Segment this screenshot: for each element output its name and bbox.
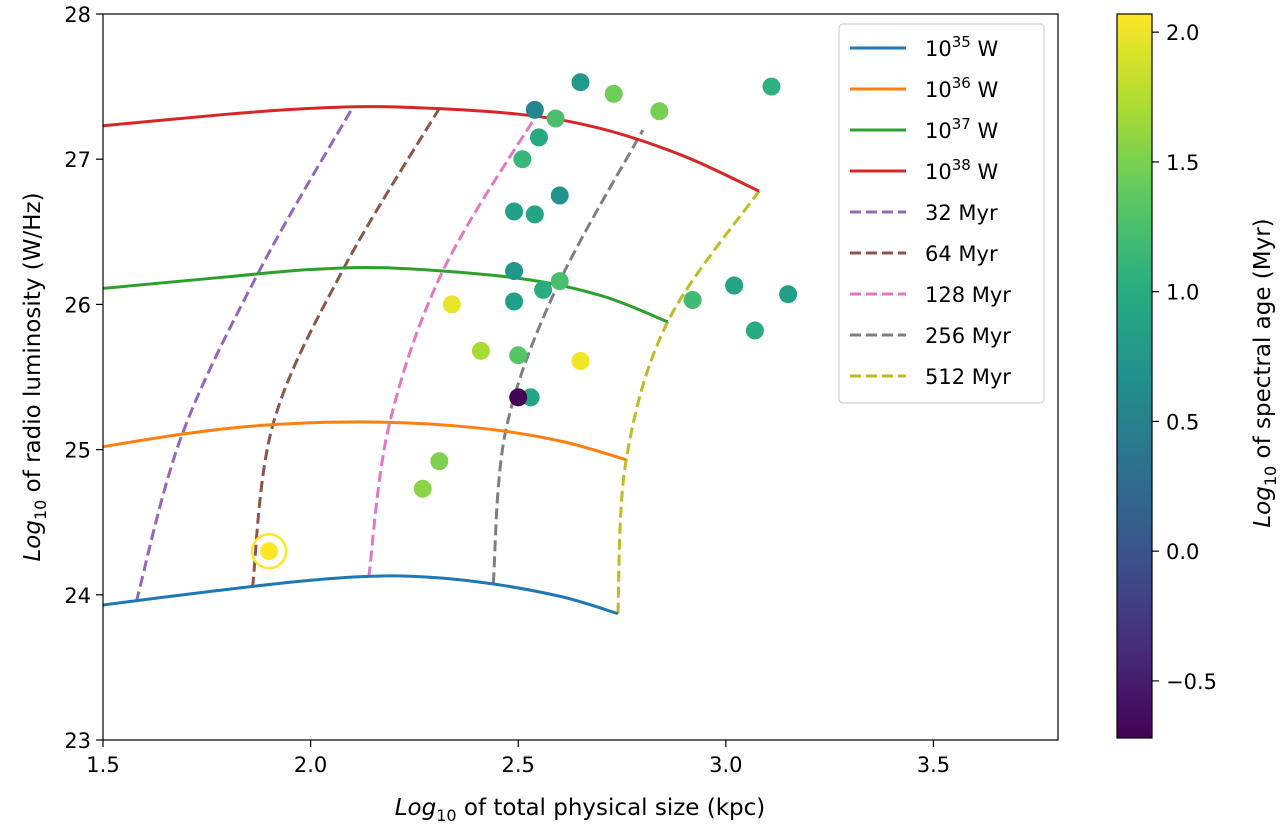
scatter-point	[683, 291, 702, 310]
y-tick-label: 27	[64, 148, 91, 172]
colorbar-tick-label: 1.5	[1166, 151, 1199, 175]
colorbar-tick-label: 0.0	[1166, 540, 1199, 564]
scatter-point	[725, 276, 744, 295]
plot-frame	[102, 13, 1059, 741]
scatter-point	[762, 77, 781, 96]
x-axis-label: Log10 of total physical size (kpc)	[395, 795, 766, 825]
highlight-ring	[250, 532, 288, 570]
power-line	[103, 420, 627, 462]
scatter-point	[534, 280, 553, 299]
scatter-point	[442, 295, 461, 314]
x-tick-label: 1.5	[86, 753, 119, 777]
scatter-point	[430, 452, 449, 471]
scatter-point	[745, 321, 764, 340]
colorbar-tick-label: 0.5	[1166, 410, 1199, 434]
legend: 1035 W 1036 W 1037 W 1038 W 32 Myr 64 Myr 128 …	[838, 23, 1045, 404]
legend-label: 128 Myr	[925, 283, 1011, 307]
scatter-point	[529, 128, 548, 147]
scatter-point	[650, 102, 669, 121]
age-line	[616, 190, 761, 614]
legend-label: 64 Myr	[925, 242, 998, 266]
scatter-point	[471, 341, 490, 360]
scatter-point	[550, 272, 569, 291]
age-line	[250, 107, 441, 588]
y-tick-label: 23	[64, 729, 91, 753]
age-line	[491, 129, 645, 584]
scatter-point	[546, 109, 565, 128]
y-axis-label: Log10 of radio luminosity (W/Hz)	[20, 192, 50, 561]
colorbar-tick-label: 2.0	[1166, 21, 1199, 45]
legend-label: 1036 W	[925, 74, 999, 102]
colorbar-tick-label: 1.0	[1166, 281, 1199, 305]
age-line	[367, 110, 541, 578]
colorbar-tick-label: −0.5	[1166, 670, 1217, 694]
legend-box	[838, 23, 1045, 404]
power-line	[103, 265, 669, 324]
scatter-point	[521, 388, 540, 407]
scatter-point	[604, 84, 623, 103]
scatter-point	[571, 352, 590, 371]
legend-label: 1035 W	[925, 33, 999, 61]
scatter-point	[513, 150, 532, 169]
colorbar-label: Log10 of spectral age (Myr)	[1250, 218, 1280, 527]
colorbar-axis: −0.5 0.0 0.5 1.0 1.5 2.0	[1152, 21, 1217, 694]
scatter-point	[505, 292, 524, 311]
x-axis: 1.5 2.0 2.5 3.0 3.5	[86, 740, 950, 777]
x-tick-label: 3.0	[709, 753, 742, 777]
y-axis: 23 24 25 26 27 28	[64, 3, 103, 753]
x-tick-label: 2.0	[294, 753, 327, 777]
power-line	[103, 574, 619, 616]
scatter-point	[509, 388, 528, 407]
scatter-point	[509, 346, 528, 365]
scatter-point	[525, 100, 544, 119]
legend-label: 512 Myr	[925, 365, 1011, 389]
scatter-point	[413, 479, 432, 498]
y-tick-label: 28	[64, 3, 91, 27]
scatter-point	[505, 262, 524, 281]
power-line	[103, 105, 760, 193]
y-tick-label: 24	[64, 584, 91, 608]
points-layer	[250, 73, 798, 570]
age-line	[134, 107, 354, 603]
legend-label: 32 Myr	[925, 201, 998, 225]
y-tick-label: 26	[64, 293, 91, 317]
legend-label: 256 Myr	[925, 324, 1011, 348]
scatter-point	[505, 202, 524, 221]
y-tick-label: 25	[64, 439, 91, 463]
scatter-point	[525, 205, 544, 224]
scatter-point	[550, 186, 569, 205]
legend-label: 1038 W	[925, 156, 999, 184]
scatter-point	[571, 73, 590, 92]
colorbar	[1116, 13, 1153, 739]
x-tick-label: 2.5	[502, 753, 535, 777]
x-tick-label: 3.5	[917, 753, 950, 777]
legend-label: 1037 W	[925, 115, 999, 143]
scatter-point	[260, 542, 279, 561]
scatter-point	[779, 285, 798, 304]
lines-layer	[103, 105, 761, 616]
